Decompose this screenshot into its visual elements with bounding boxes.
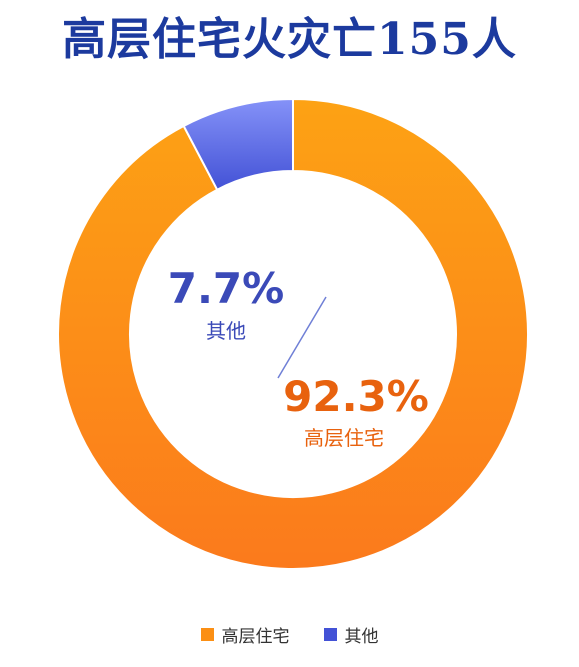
- chart-title: 高层住宅火灾亡155人: [62, 14, 517, 65]
- donut-slice-other[interactable]: [182, 97, 294, 192]
- slice-value-label-highrise: 92.3%: [283, 372, 429, 421]
- donut-slice-highrise[interactable]: [57, 97, 529, 570]
- legend-swatch-other: [323, 628, 337, 641]
- slice-name-label-highrise: 高层住宅: [304, 426, 384, 450]
- slice-value-label-other: 7.7%: [168, 264, 284, 313]
- legend-item-other[interactable]: 其他: [323, 622, 379, 647]
- slice-name-label-other: 其他: [206, 319, 246, 343]
- center-divider-line: [277, 296, 327, 379]
- legend-label-highrise: 高层住宅: [221, 627, 290, 647]
- legend-item-highrise[interactable]: 高层住宅: [200, 622, 290, 647]
- legend-label-other: 其他: [344, 627, 379, 647]
- chart-legend: 高层住宅 其他: [0, 622, 579, 647]
- legend-swatch-highrise: [200, 628, 214, 641]
